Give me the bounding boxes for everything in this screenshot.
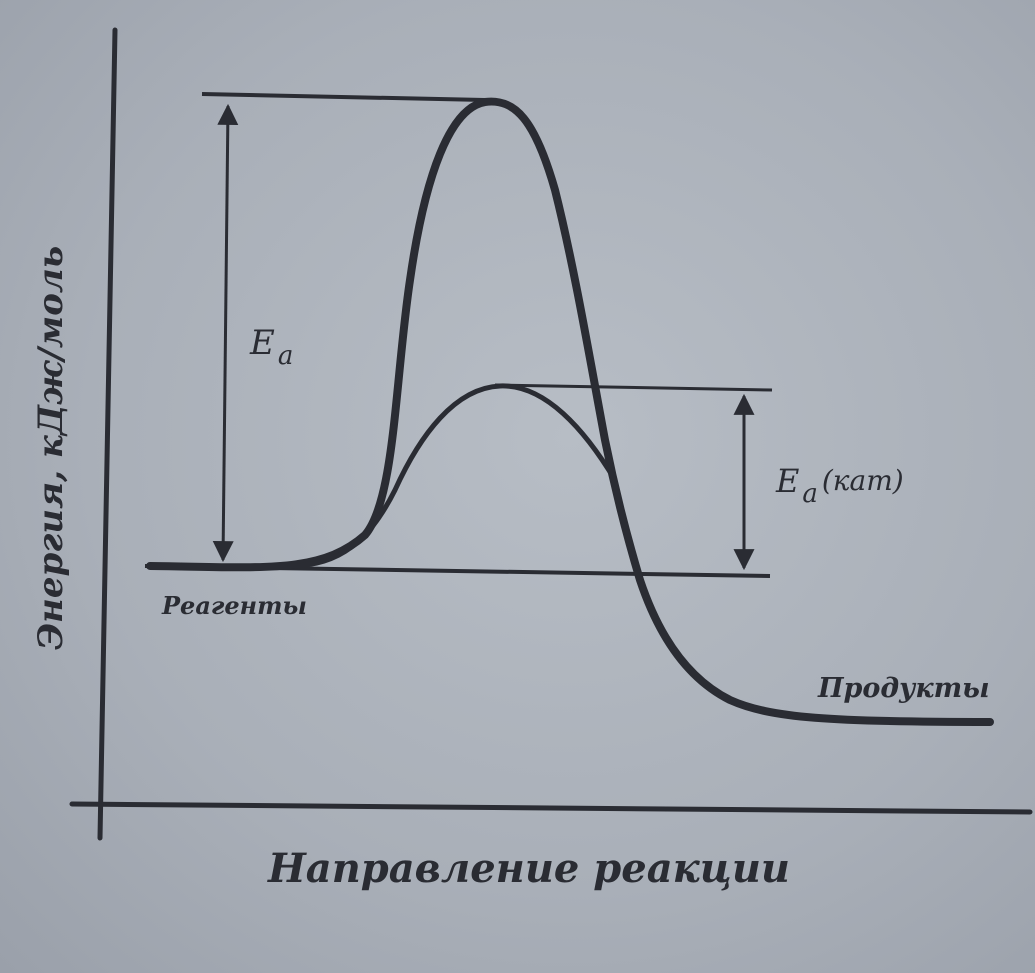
catalyzed-peak-level-line <box>494 383 773 392</box>
activation-energy-arrow <box>212 103 239 563</box>
reagents-label: Реагенты <box>161 591 307 620</box>
peak-level-line <box>201 92 486 102</box>
y-axis-label: Энергия, кДж/моль <box>31 246 71 650</box>
x-axis-label: Направление реакции <box>267 845 790 892</box>
y-axis <box>97 27 118 841</box>
products-label: Продукты <box>817 673 990 704</box>
uncatalyzed-curve <box>146 97 994 726</box>
x-axis <box>69 801 1033 815</box>
catalyzed-curve <box>287 383 618 569</box>
